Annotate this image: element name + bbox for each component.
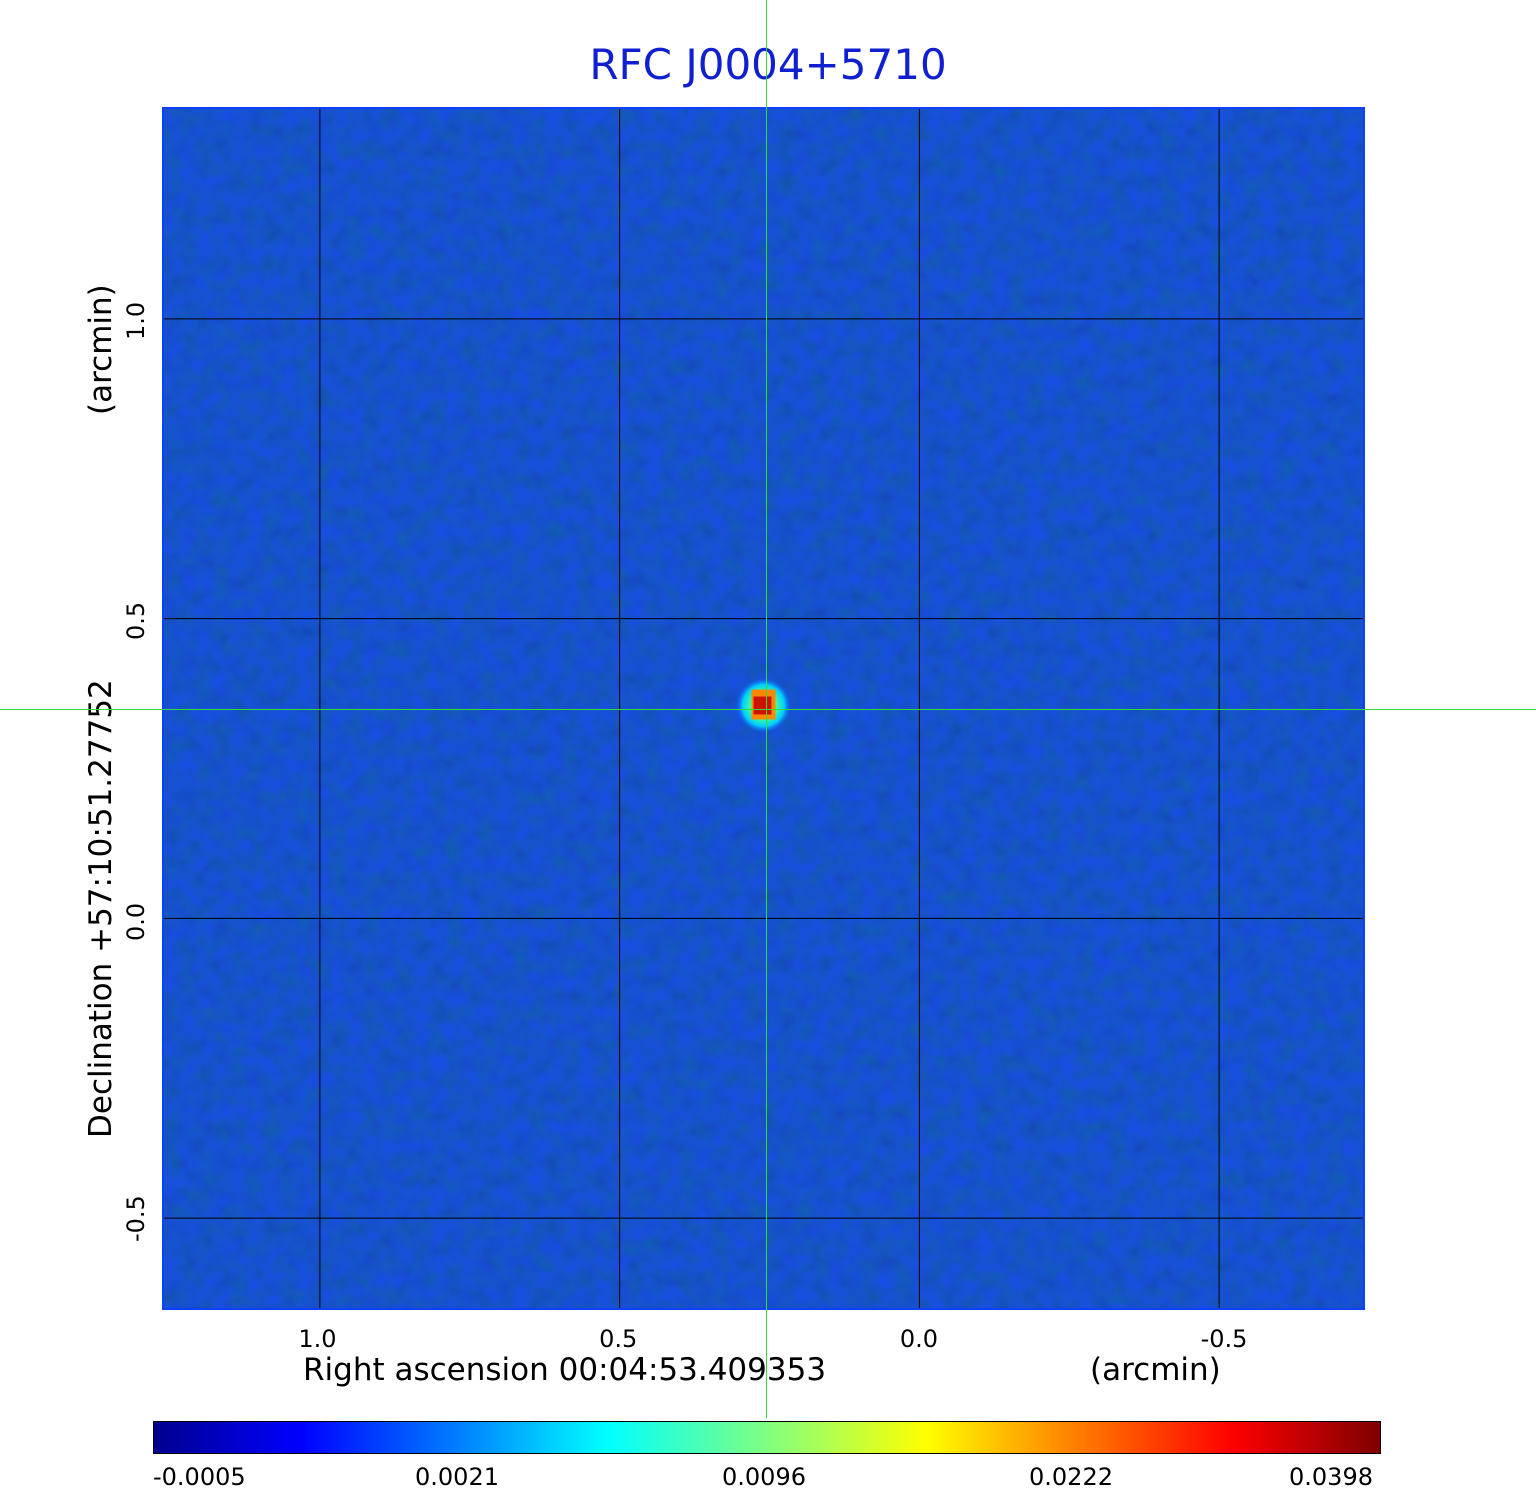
x-tick-label: 1.0: [298, 1325, 337, 1353]
y-tick-label: 0.5: [122, 602, 150, 641]
y-tick-label: 0.0: [122, 902, 150, 942]
x-tick-label: 0.0: [899, 1325, 939, 1353]
radio-image-heatmap: [164, 109, 1363, 1308]
colorbar-tick-label: 0.0096: [722, 1463, 806, 1491]
grid-lines: [164, 109, 1363, 1308]
y-axis-label: Declination +57:10:51.27752: [83, 679, 119, 1138]
y-axis-unit: (arcmin): [83, 284, 119, 415]
x-axis-unit: (arcmin): [1090, 1352, 1221, 1388]
x-tick-label: -0.5: [1200, 1325, 1248, 1353]
chart-title: RFC J0004+5710: [589, 40, 947, 89]
x-tick-label: 0.5: [599, 1325, 638, 1353]
bright-source: [735, 677, 792, 734]
y-tick-label: 1.0: [122, 301, 150, 340]
crosshair-horizontal: [0, 709, 1536, 710]
y-tick-label: -0.5: [122, 1194, 150, 1242]
colorbar-tick-label: 0.0222: [1029, 1463, 1113, 1491]
colorbar-tick-label: 0.0021: [415, 1463, 499, 1491]
image-plot-area[interactable]: [162, 107, 1365, 1310]
colorbar-tick-label: -0.0005: [153, 1463, 246, 1491]
colorbar-tick-label: 0.0398: [1289, 1463, 1373, 1491]
source-peak: [753, 696, 772, 715]
x-axis-label: Right ascension 00:04:53.409353: [303, 1352, 827, 1388]
colorbar: [153, 1421, 1381, 1454]
